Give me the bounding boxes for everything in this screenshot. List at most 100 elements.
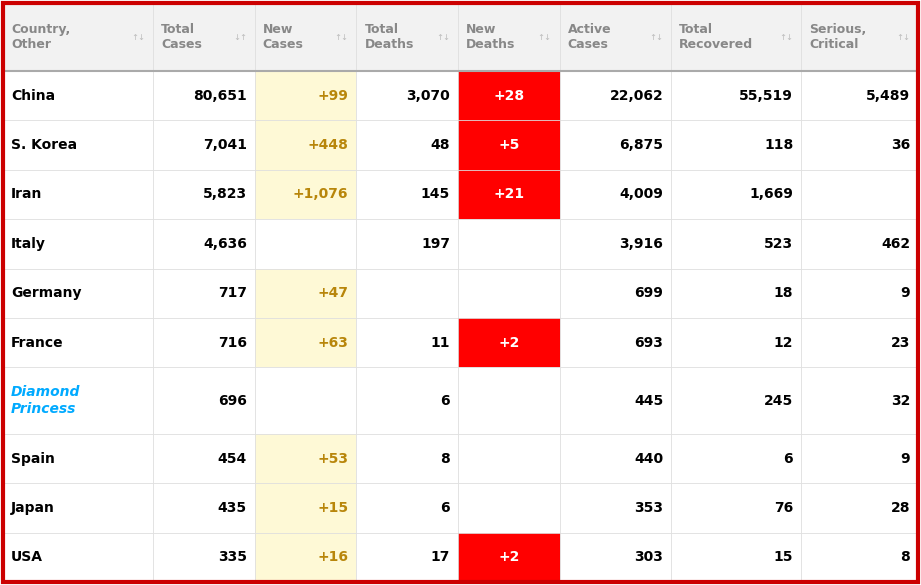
- Bar: [801, 71, 918, 121]
- Bar: [3, 3, 153, 71]
- Text: Total
Cases: Total Cases: [161, 23, 203, 51]
- Text: ↑↓: ↑↓: [436, 33, 450, 42]
- Text: 445: 445: [634, 394, 663, 408]
- Text: 17: 17: [431, 550, 450, 565]
- Bar: [671, 367, 801, 434]
- Bar: [560, 367, 671, 434]
- Bar: [458, 532, 560, 582]
- Text: +99: +99: [318, 89, 348, 103]
- Text: 197: 197: [421, 237, 450, 251]
- Bar: [458, 318, 560, 367]
- Text: 696: 696: [218, 394, 247, 408]
- Bar: [3, 434, 153, 483]
- Text: Germany: Germany: [11, 286, 81, 300]
- Bar: [801, 434, 918, 483]
- Text: 440: 440: [634, 452, 663, 466]
- Text: 716: 716: [218, 336, 247, 350]
- Bar: [356, 367, 458, 434]
- Bar: [560, 170, 671, 219]
- Bar: [255, 434, 356, 483]
- Bar: [458, 367, 560, 434]
- Text: 717: 717: [218, 286, 247, 300]
- Bar: [801, 483, 918, 532]
- Text: Japan: Japan: [11, 501, 55, 515]
- Bar: [458, 434, 560, 483]
- Bar: [560, 219, 671, 269]
- Bar: [560, 71, 671, 121]
- Text: 6: 6: [784, 452, 793, 466]
- Bar: [801, 367, 918, 434]
- Text: 523: 523: [764, 237, 793, 251]
- Bar: [560, 269, 671, 318]
- Text: France: France: [11, 336, 64, 350]
- Bar: [801, 318, 918, 367]
- Bar: [153, 434, 255, 483]
- Text: 36: 36: [891, 138, 910, 152]
- Text: ↑↓: ↑↓: [779, 33, 793, 42]
- Text: 245: 245: [764, 394, 793, 408]
- Bar: [801, 532, 918, 582]
- Bar: [671, 3, 801, 71]
- Text: 454: 454: [217, 452, 247, 466]
- Bar: [3, 367, 153, 434]
- Text: +63: +63: [318, 336, 348, 350]
- Bar: [153, 532, 255, 582]
- Text: 462: 462: [880, 237, 910, 251]
- Bar: [671, 170, 801, 219]
- Text: +21: +21: [493, 187, 524, 201]
- Bar: [356, 532, 458, 582]
- Bar: [356, 483, 458, 532]
- Text: 28: 28: [891, 501, 910, 515]
- Text: 22,062: 22,062: [610, 89, 663, 103]
- Text: Italy: Italy: [11, 237, 46, 251]
- Text: China: China: [11, 89, 55, 103]
- Text: 353: 353: [635, 501, 663, 515]
- Text: 6: 6: [440, 394, 450, 408]
- Text: Total
Recovered: Total Recovered: [679, 23, 753, 51]
- Bar: [458, 71, 560, 121]
- Bar: [356, 434, 458, 483]
- Bar: [3, 170, 153, 219]
- Text: 118: 118: [764, 138, 793, 152]
- Bar: [3, 71, 153, 121]
- Bar: [255, 170, 356, 219]
- Bar: [153, 71, 255, 121]
- Text: ↓↑: ↓↑: [233, 33, 247, 42]
- Text: Serious,
Critical: Serious, Critical: [810, 23, 867, 51]
- Text: 7,041: 7,041: [203, 138, 247, 152]
- Text: 9: 9: [901, 452, 910, 466]
- Text: 435: 435: [217, 501, 247, 515]
- Text: +47: +47: [318, 286, 348, 300]
- Text: +5: +5: [498, 138, 519, 152]
- Bar: [671, 269, 801, 318]
- Bar: [671, 483, 801, 532]
- Text: 4,009: 4,009: [619, 187, 663, 201]
- Text: ↑↓: ↑↓: [896, 33, 910, 42]
- Bar: [3, 483, 153, 532]
- Text: 8: 8: [440, 452, 450, 466]
- Text: 6,875: 6,875: [619, 138, 663, 152]
- Bar: [560, 434, 671, 483]
- Bar: [458, 121, 560, 170]
- Text: 55,519: 55,519: [740, 89, 793, 103]
- Text: S. Korea: S. Korea: [11, 138, 77, 152]
- Bar: [3, 532, 153, 582]
- Text: 303: 303: [635, 550, 663, 565]
- Text: 693: 693: [635, 336, 663, 350]
- Bar: [255, 219, 356, 269]
- Bar: [3, 318, 153, 367]
- Text: 145: 145: [421, 187, 450, 201]
- Bar: [801, 170, 918, 219]
- Bar: [153, 367, 255, 434]
- Text: Active
Cases: Active Cases: [567, 23, 612, 51]
- Text: 6: 6: [440, 501, 450, 515]
- Text: Total
Deaths: Total Deaths: [365, 23, 414, 51]
- Text: +2: +2: [498, 336, 519, 350]
- Text: 335: 335: [218, 550, 247, 565]
- Bar: [356, 269, 458, 318]
- Bar: [801, 3, 918, 71]
- Bar: [255, 121, 356, 170]
- Text: 5,823: 5,823: [203, 187, 247, 201]
- Bar: [153, 318, 255, 367]
- Text: +2: +2: [498, 550, 519, 565]
